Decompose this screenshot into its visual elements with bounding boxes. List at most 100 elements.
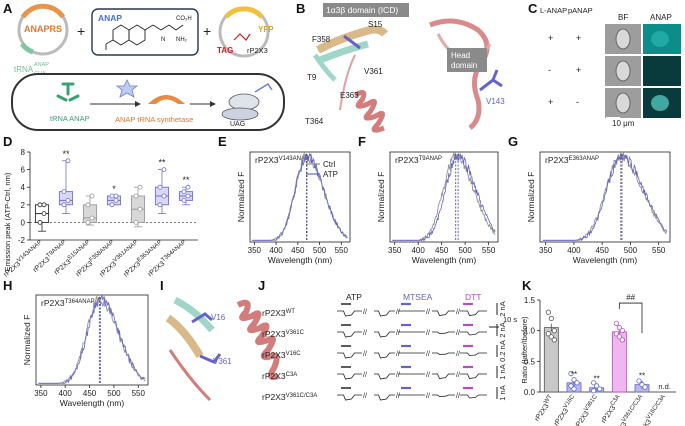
spectrum-atp-line [252, 153, 348, 241]
d-point [133, 219, 139, 225]
panel-c-rows: + + - + + - [548, 24, 681, 119]
ribosome-icon [228, 93, 260, 111]
k-point [636, 378, 642, 384]
d-point [185, 193, 191, 199]
j-break-icon: // [456, 309, 460, 316]
label-sup: V143ANAP [279, 156, 309, 162]
j-break-icon: // [426, 372, 430, 379]
j-row-label: rP2X3C3A [262, 371, 297, 381]
j-scale-label: 1 nA [498, 385, 507, 400]
label-base: rP2X3 [600, 405, 617, 425]
spectrum-xtick-label: 450 [83, 389, 97, 398]
j-break-icon: // [426, 330, 430, 337]
label-sup: V361ANAP [112, 240, 139, 264]
img-header-anap: ANAP [650, 13, 672, 22]
i-res-v361: V361 [213, 357, 232, 366]
spectrum-atp-line [38, 294, 146, 384]
k-point [574, 380, 580, 386]
trna-sup: ANAP [34, 62, 49, 68]
j-break-icon: // [396, 393, 400, 400]
beta-strand-2 [318, 40, 369, 64]
c-panap-sign: + [576, 65, 581, 75]
d-ytick-label: 2 [21, 201, 26, 210]
bf-cell-icon [615, 28, 631, 50]
j-header-atp: ATP [346, 292, 362, 302]
uag-label: UAG [230, 121, 245, 128]
anap-label: ANAP [98, 13, 122, 23]
j-trace [374, 352, 395, 359]
col-header-lanap: L-ANAP [540, 6, 567, 15]
spectrum-ylabel: Normalized F [22, 315, 32, 366]
col-header-panap: pANAP [568, 6, 593, 15]
j-break-icon: // [426, 351, 430, 358]
label-base: rP2X3 [262, 308, 286, 318]
j-break-icon: // [396, 372, 400, 379]
k-point [568, 383, 574, 389]
k-point [548, 334, 554, 340]
k-point [591, 380, 597, 386]
k-point [551, 328, 557, 334]
panel-k-barchart: Ratio (Iafter/Ibefore) 0.0 0.5 1.0 1.5 rP2X3… [520, 293, 676, 426]
trna-icon [56, 82, 80, 102]
yfp-arc-icon [224, 6, 264, 19]
plasmid-arc-icon [20, 3, 66, 19]
spectrum-title: rP2X3E363ANAP [545, 155, 599, 165]
anap-nh: N [161, 37, 165, 43]
v16-sidechain-icon [191, 312, 213, 324]
j-break-icon: // [396, 330, 400, 337]
label-base: rP2X3 [395, 155, 419, 165]
trna-label: tRNA [14, 65, 34, 74]
spectrum-ylabel: Normalized F [526, 172, 536, 223]
d-point [181, 197, 187, 203]
j-break-icon: // [363, 351, 367, 358]
k-point [545, 331, 551, 337]
panel-label-d: D [3, 134, 12, 149]
label-sup: F358ANAP [89, 240, 116, 264]
panel-label-a: A [3, 1, 13, 16]
spectrum-xtick-label: 400 [567, 246, 581, 255]
k-ytick-label: 0.0 [524, 388, 536, 397]
anap-cell-icon [651, 95, 669, 111]
d-point [157, 202, 163, 208]
spectrum-xlabel: Wavelength (nm) [60, 398, 125, 408]
tag-label: TAG [217, 46, 233, 55]
synthetase-label: ANAP tRNA synthetase [115, 115, 193, 124]
panel-b-structures: 1α3β domain (ICD) S15 F358 V361 T9 E363 … [305, 3, 505, 133]
panel-d-boxplot: Emission peak (ATP-Ctrl, nm) 86420-2rP2X… [3, 148, 198, 279]
panel-label-f: F [358, 134, 366, 149]
j-scale-label: 0.2 nA [498, 340, 507, 362]
i-res-v16: V16 [211, 313, 226, 322]
d-sig: * [112, 184, 116, 194]
res-v143: V143 [486, 97, 505, 106]
label-base: rP2X3 [534, 403, 551, 423]
k-point [571, 377, 577, 383]
spectrum-xlabel: Wavelength (nm) [412, 255, 477, 265]
label-base: rP2X3 [545, 155, 569, 165]
k-sig: ** [639, 372, 645, 381]
panel-c-microscopy: L-ANAP pANAP BF ANAP + + - + + - 10 μm [540, 6, 681, 128]
k-point [642, 384, 648, 390]
spectrum-ylabel: Normalized F [376, 172, 386, 223]
j-trace [460, 310, 487, 316]
j-trace [337, 310, 362, 317]
label-sup: V16C [563, 393, 577, 409]
yfp-label: YFP [258, 25, 274, 34]
c-panap-sign: + [576, 33, 581, 43]
d-point [61, 202, 67, 208]
k-point [545, 309, 551, 315]
panel-label-k: K [522, 278, 532, 293]
k-point [551, 337, 557, 343]
d-sig: ** [62, 149, 70, 159]
panel-label-h: H [3, 278, 12, 293]
spectrum-xtick-label: 450 [595, 246, 609, 255]
k-bracket [618, 302, 643, 334]
d-point [89, 215, 95, 221]
trna-anap-label: tRNA ANAP [50, 114, 90, 123]
label-base: rP2X3 [262, 371, 286, 381]
i-strand-2 [165, 314, 204, 359]
j-trace [374, 331, 395, 338]
j-break-icon: // [363, 309, 367, 316]
bf-cell-icon [615, 92, 631, 114]
anap-co2h: CO₂H [176, 16, 192, 22]
